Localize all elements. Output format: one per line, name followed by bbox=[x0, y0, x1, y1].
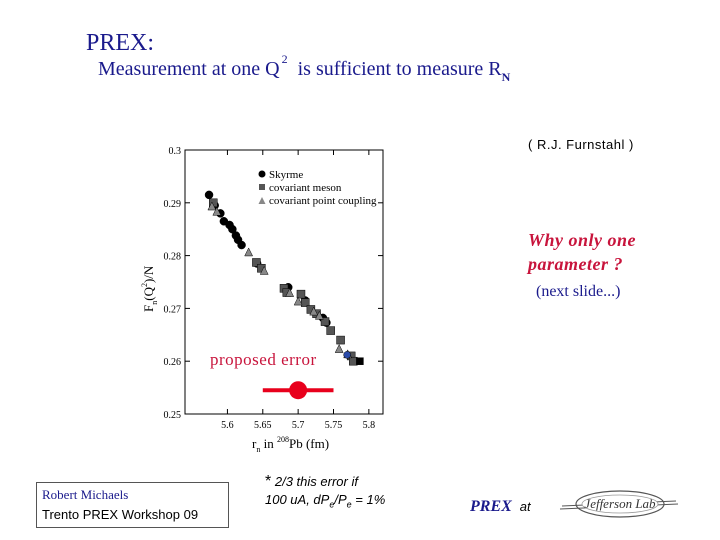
subtitle-text-2: is sufficient to measure R bbox=[297, 58, 502, 80]
x-tick-label-2: 5.7 bbox=[292, 420, 305, 431]
x-axis-ticks: 5.6 5.65 5.7 5.75 5.8 bbox=[221, 150, 375, 431]
footnote: * 2/3 this error if 100 uA, dPe/Pe = 1% bbox=[265, 473, 385, 514]
alt-error-marker-1 bbox=[343, 351, 351, 359]
point-square-1 bbox=[252, 258, 261, 267]
footnote-line-1: * 2/3 this error if bbox=[265, 473, 385, 491]
point-square-13 bbox=[349, 356, 358, 366]
footnote-star: * bbox=[265, 473, 272, 490]
slide-subtitle: Measurement at one Q 2 is sufficient to me… bbox=[98, 52, 511, 84]
y-tick-label-1: 0.26 bbox=[164, 357, 182, 368]
y-label-sub: n bbox=[150, 301, 159, 305]
legend-meson-label: covariant meson bbox=[269, 182, 342, 194]
credit-text: ( R.J. Furnstahl ) bbox=[528, 137, 634, 152]
x-tick-label-4: 5.8 bbox=[363, 420, 376, 431]
proposed-error-label: proposed error bbox=[210, 350, 317, 369]
why-one-parameter: Why only one parameter ? bbox=[528, 228, 636, 276]
x-label-mid: in bbox=[260, 436, 277, 451]
footnote-text-2: 100 uA, dP bbox=[265, 492, 330, 507]
point-triangle-3 bbox=[259, 265, 269, 275]
y-tick-label-2: 0.27 bbox=[164, 304, 182, 315]
jefferson-lab-logo: Jefferson Lab bbox=[559, 490, 679, 518]
legend-meson-marker bbox=[259, 184, 265, 190]
point-square-11 bbox=[336, 335, 345, 345]
x-label-sub: n bbox=[256, 445, 260, 454]
y-tick-label-5: 0.3 bbox=[169, 146, 182, 157]
why-line-1: Why only one bbox=[528, 230, 637, 250]
y-tick-label-4: 0.29 bbox=[164, 199, 182, 210]
legend-skyrme-marker bbox=[258, 170, 266, 178]
point-circle-8 bbox=[237, 240, 246, 250]
legend: Skyrme covariant meson covariant point c… bbox=[258, 169, 377, 207]
point-triangle-5 bbox=[293, 296, 303, 306]
point-square-10 bbox=[326, 326, 335, 335]
x-label-sup: 208 bbox=[277, 435, 289, 444]
plot-frame bbox=[184, 149, 384, 415]
point-triangle-4 bbox=[285, 288, 295, 297]
y-tick-label-3: 0.28 bbox=[164, 252, 182, 263]
point-square-6 bbox=[300, 298, 310, 307]
prex-at-label: PREX at bbox=[470, 498, 531, 516]
workshop-name: Trento PREX Workshop 09 bbox=[42, 507, 199, 522]
y-tick-label-0: 0.25 bbox=[164, 410, 182, 421]
point-triangle-2 bbox=[244, 247, 254, 257]
subtitle-sub: N bbox=[501, 70, 511, 84]
x-label-end: Pb (fm) bbox=[289, 436, 329, 451]
footnote-text-3: /P bbox=[334, 492, 347, 507]
data-points bbox=[204, 190, 364, 400]
point-triangle-1 bbox=[212, 206, 222, 216]
y-label-end: )/N bbox=[141, 265, 156, 283]
alt-error-marker-0 bbox=[356, 357, 364, 365]
x-axis-label: rn in 208Pb (fm) bbox=[252, 435, 329, 454]
footnote-text-4: = 1% bbox=[351, 492, 386, 507]
legend-skyrme-label: Skyrme bbox=[269, 169, 303, 181]
point-square-5 bbox=[296, 289, 306, 299]
why-line-2: parameter ? bbox=[528, 254, 623, 274]
x-label-r: r bbox=[252, 436, 257, 451]
y-axis-ticks: 0.25 0.26 0.27 0.28 0.29 0.3 bbox=[164, 146, 383, 421]
point-triangle-7 bbox=[314, 310, 324, 320]
legend-point-marker bbox=[258, 197, 266, 204]
legend-point-label: covariant point coupling bbox=[269, 195, 377, 207]
author-box bbox=[36, 482, 229, 528]
logo-text: Jefferson Lab bbox=[584, 496, 656, 511]
footnote-line-2: 100 uA, dPe/Pe = 1% bbox=[265, 491, 385, 514]
y-label-sup: 2 bbox=[140, 283, 149, 287]
point-circle-0 bbox=[204, 190, 214, 200]
footnote-text-1: 2/3 this error if bbox=[274, 474, 358, 489]
y-label-f: F bbox=[141, 305, 156, 312]
footnote-sub-2: e bbox=[346, 499, 352, 510]
subtitle-sup: 2 bbox=[281, 52, 288, 66]
point-triangle-0 bbox=[207, 201, 217, 211]
x-tick-label-0: 5.6 bbox=[221, 420, 234, 431]
point-triangle-6 bbox=[309, 306, 319, 316]
point-square-9 bbox=[320, 317, 330, 326]
subtitle-text: Measurement at one Q bbox=[98, 58, 280, 80]
next-slide-note: (next slide...) bbox=[536, 283, 621, 300]
y-label-mid: (Q bbox=[141, 286, 156, 300]
point-triangle-8 bbox=[334, 344, 344, 353]
author-name: Robert Michaels bbox=[42, 487, 129, 502]
x-tick-label-3: 5.75 bbox=[325, 420, 343, 431]
y-axis-label: Fn(Q2)/N bbox=[140, 265, 159, 312]
at-label: at bbox=[519, 499, 531, 514]
proposed-error-point bbox=[289, 381, 308, 400]
slide-title: PREX: bbox=[86, 30, 155, 56]
footnote-sub-1: e bbox=[329, 499, 335, 510]
prex-label: PREX bbox=[470, 498, 512, 515]
x-tick-label-1: 5.65 bbox=[254, 420, 272, 431]
